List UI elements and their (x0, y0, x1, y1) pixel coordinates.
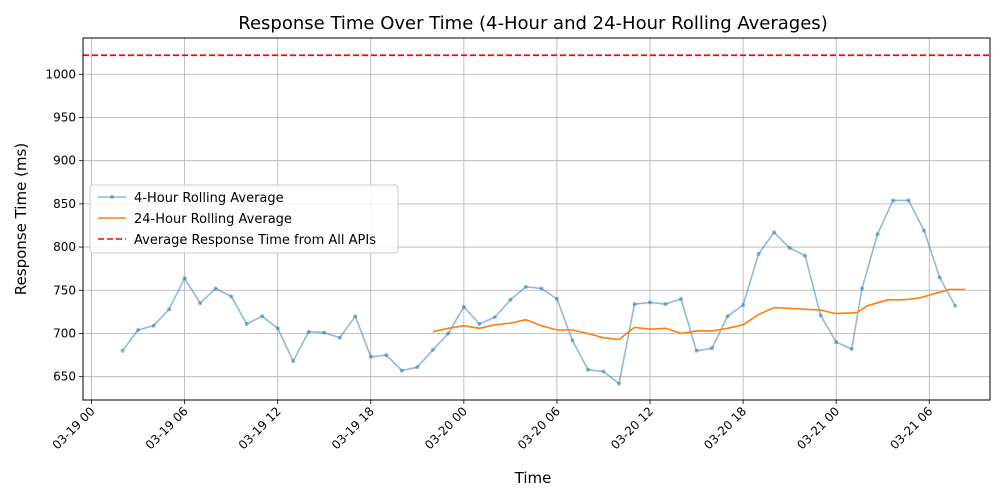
rolling-4h-point (648, 300, 653, 305)
rolling-4h-point (291, 359, 296, 364)
legend: 4-Hour Rolling Average 24-Hour Rolling Av… (89, 184, 399, 254)
x-axis-title: Time (514, 469, 552, 487)
rolling-4h-point (663, 302, 668, 307)
y-tick-label: 950 (53, 110, 76, 124)
legend-label: 24-Hour Rolling Average (134, 212, 292, 227)
rolling-4h-point (368, 354, 373, 359)
y-tick-label: 800 (53, 240, 76, 254)
rolling-4h-point (725, 314, 730, 319)
rolling-4h-point (803, 253, 808, 258)
rolling-4h-point (849, 347, 854, 352)
rolling-4h-point (477, 321, 482, 326)
grid (83, 38, 990, 400)
rolling-4h-point (539, 286, 544, 291)
rolling-4h-point (492, 315, 497, 320)
rolling-4h-point (818, 313, 823, 318)
rolling-4h-point (875, 232, 880, 237)
rolling-4h-point (151, 323, 156, 328)
rolling-4h-point (446, 331, 451, 336)
rolling-4h-point (953, 303, 958, 308)
y-tick-label: 850 (53, 197, 76, 211)
rolling-4h-point (554, 296, 559, 301)
rolling-4h-point (508, 297, 513, 302)
rolling-4h-point (229, 294, 234, 299)
legend-box (89, 184, 399, 254)
rolling-4h-point (834, 340, 839, 345)
rolling-4h-point (756, 251, 761, 256)
rolling-4h-point (601, 369, 606, 374)
rolling-4h-point (399, 368, 404, 373)
series-layer (83, 54, 990, 386)
rolling-4h-point (461, 304, 466, 309)
y-tick-label: 650 (53, 370, 76, 384)
rolling-4h-point (353, 314, 358, 319)
rolling-4h-point (136, 328, 141, 333)
y-tick-label: 750 (53, 283, 76, 297)
chart-title: Response Time Over Time (4-Hour and 24-H… (238, 13, 827, 34)
y-tick-label: 1000 (45, 67, 76, 81)
rolling-4h-point (694, 348, 699, 353)
rolling-4h-point (922, 228, 927, 233)
rolling-4h-point (570, 338, 575, 343)
rolling-4h-point (120, 348, 125, 353)
rolling-4h-point (213, 286, 218, 291)
rolling-4h-point (632, 302, 637, 307)
rolling-4h-point (415, 365, 420, 370)
y-tick-label: 700 (53, 326, 76, 340)
rolling-4h-point (167, 307, 172, 312)
rolling-4h-point (937, 275, 942, 280)
rolling-4h-point (322, 330, 327, 335)
rolling-4h-point (384, 353, 389, 358)
rolling-4h-point (679, 296, 684, 301)
legend-marker (110, 195, 114, 199)
rolling-4h-point (198, 301, 203, 306)
rolling-24h-line (432, 288, 966, 341)
rolling-4h-point (244, 321, 249, 326)
rolling-4h-point (860, 286, 865, 291)
rolling-4h-point (523, 284, 528, 289)
rolling-4h-point (260, 314, 265, 319)
rolling-4h-point (430, 347, 435, 352)
legend-label: Average Response Time from All APIs (134, 233, 376, 248)
rolling-4h-point (787, 245, 792, 250)
rolling-4h-point (616, 381, 621, 386)
rolling-4h-point (275, 326, 280, 331)
y-axis-title: Response Time (ms) (12, 143, 30, 295)
rolling-4h-point (906, 198, 911, 203)
rolling-4h-point (741, 302, 746, 307)
rolling-4h-point (710, 346, 715, 351)
rolling-4h-point (306, 329, 311, 334)
rolling-4h-point (891, 198, 896, 203)
rolling-4h-point (585, 367, 590, 372)
rolling-4h-point (337, 335, 342, 340)
plot-frame (82, 37, 991, 401)
y-tick-label: 900 (53, 154, 76, 168)
rolling-4h-point (182, 276, 187, 281)
rolling-4h-point (772, 230, 777, 235)
legend-label: 4-Hour Rolling Average (134, 191, 284, 206)
